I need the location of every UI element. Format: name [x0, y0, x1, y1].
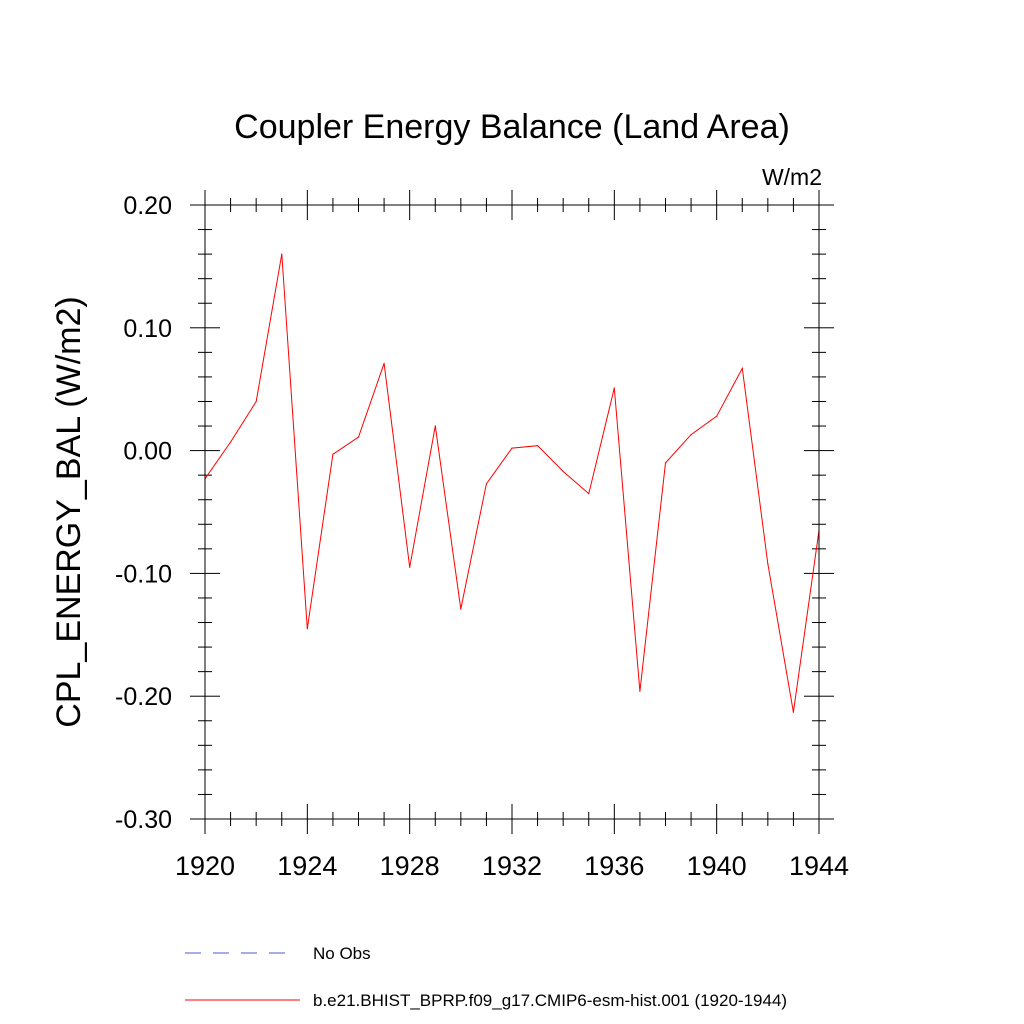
data-point [664, 462, 667, 464]
data-point [383, 362, 385, 364]
data-point [409, 566, 411, 568]
data-point [255, 400, 257, 403]
data-point [588, 493, 590, 495]
legend: No Obs b.e21.BHIST_BPRP.f09_g17.CMIP6-es… [185, 944, 787, 1010]
x-tick-label: 1944 [789, 851, 849, 881]
data-point [306, 628, 308, 630]
data-point [281, 253, 283, 255]
x-tick-label: 1940 [687, 851, 747, 881]
chart-title: Coupler Energy Balance (Land Area) [234, 108, 790, 146]
x-tick-label: 1920 [175, 851, 235, 881]
y-tick-labels: 0.20 0.10 0.00 -0.10 -0.20 -0.30 [115, 192, 172, 834]
legend-label-no-obs: No Obs [313, 944, 371, 963]
y-axis-label: CPL_ENERGY_BAL (W/m2) [50, 296, 88, 727]
data-point [357, 436, 360, 438]
x-tick-label: 1936 [584, 851, 644, 881]
series-line [204, 254, 820, 713]
data-point [537, 445, 539, 447]
x-tick-label: 1928 [380, 851, 440, 881]
data-point [230, 441, 232, 443]
data-point [460, 608, 462, 610]
plot-frame [204, 204, 820, 820]
data-point [639, 690, 641, 692]
units-label: W/m2 [762, 164, 822, 190]
y-tick-label: -0.30 [115, 806, 172, 834]
data-point [434, 425, 436, 427]
y-tick-label: -0.10 [115, 560, 172, 588]
series-group [204, 253, 820, 713]
y-tick-label: 0.20 [123, 192, 172, 220]
data-point [485, 483, 487, 485]
data-point [511, 447, 513, 449]
data-point [792, 711, 795, 713]
minor-ticks [198, 198, 826, 826]
data-point [613, 387, 615, 389]
data-point [716, 415, 718, 417]
data-point [332, 453, 334, 455]
x-tick-labels: 1920 1924 1928 1932 1936 1940 1944 [175, 851, 849, 881]
y-tick-label: 0.10 [123, 315, 172, 343]
data-point [562, 470, 564, 473]
x-tick-label: 1932 [482, 851, 542, 881]
y-tick-label: 0.00 [123, 438, 172, 466]
data-point [741, 367, 743, 369]
data-point [767, 563, 769, 565]
major-ticks [190, 190, 834, 834]
data-point [690, 434, 692, 436]
legend-label-model: b.e21.BHIST_BPRP.f09_g17.CMIP6-esm-hist.… [313, 991, 787, 1010]
x-tick-label: 1924 [277, 851, 337, 881]
y-tick-label: -0.20 [115, 683, 172, 711]
